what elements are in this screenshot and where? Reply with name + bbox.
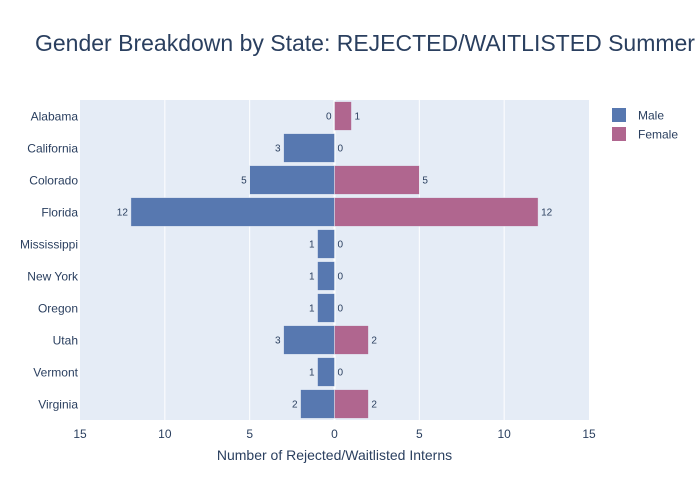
data-label: 1: [354, 112, 360, 123]
y-tick-label: New York: [27, 270, 79, 284]
x-tick-label: 5: [416, 427, 423, 441]
x-axis-title: Number of Rejected/Waitlisted Interns: [217, 447, 452, 463]
data-label: 12: [541, 208, 553, 219]
data-label: 0: [338, 368, 344, 379]
data-label: 12: [117, 208, 129, 219]
bar-male-colorado[interactable]: [249, 165, 335, 195]
bar-female-florida[interactable]: [334, 197, 539, 227]
y-tick-label: Vermont: [33, 366, 78, 380]
data-label: 3: [275, 144, 281, 155]
data-label: 2: [371, 400, 377, 411]
chart-title: Gender Breakdown by State: REJECTED/WAIT…: [35, 30, 700, 56]
bar-female-alabama[interactable]: [334, 101, 352, 131]
data-label: 0: [326, 112, 332, 123]
data-label: 0: [338, 240, 344, 251]
x-axis: 15 10 5 0 5 10 15: [73, 427, 596, 441]
data-label: 0: [338, 304, 344, 315]
bar-male-mississippi[interactable]: [317, 229, 335, 259]
x-tick-label: 10: [497, 427, 511, 441]
y-tick-label: Florida: [41, 206, 78, 220]
bar-male-oregon[interactable]: [317, 293, 335, 323]
legend-swatch-male: [612, 108, 626, 122]
data-label: 2: [371, 336, 377, 347]
y-tick-label: Mississippi: [20, 238, 78, 252]
bar-male-florida[interactable]: [130, 197, 335, 227]
bar-female-utah[interactable]: [334, 325, 369, 355]
bar-male-virginia[interactable]: [300, 389, 335, 419]
data-label: 0: [338, 272, 344, 283]
bar-female-virginia[interactable]: [334, 389, 369, 419]
data-label: 1: [309, 240, 315, 251]
x-tick-label: 0: [331, 427, 338, 441]
x-tick-label: 10: [158, 427, 172, 441]
bars-group: [130, 101, 539, 419]
bar-female-colorado[interactable]: [334, 165, 420, 195]
legend-item-male[interactable]: Male: [612, 108, 664, 123]
bar-male-california[interactable]: [283, 133, 335, 163]
legend-label-male: Male: [638, 109, 664, 123]
x-tick-label: 15: [73, 427, 87, 441]
legend-item-female[interactable]: Female: [612, 127, 678, 142]
y-tick-label: Oregon: [38, 302, 78, 316]
data-label: 3: [275, 336, 281, 347]
data-label: 1: [309, 304, 315, 315]
y-tick-label: Colorado: [29, 174, 78, 188]
legend-swatch-female: [612, 127, 626, 141]
y-tick-label: Alabama: [31, 110, 79, 124]
x-tick-label: 5: [246, 427, 253, 441]
x-tick-label: 15: [582, 427, 596, 441]
y-tick-label: California: [27, 142, 78, 156]
bar-male-utah[interactable]: [283, 325, 335, 355]
legend: Male Female: [612, 108, 678, 142]
data-label: 0: [338, 144, 344, 155]
data-label: 5: [422, 176, 428, 187]
data-label: 5: [241, 176, 247, 187]
data-label: 2: [292, 400, 298, 411]
bar-male-new-york[interactable]: [317, 261, 335, 291]
data-label: 1: [309, 272, 315, 283]
y-tick-label: Virginia: [38, 398, 78, 412]
legend-label-female: Female: [638, 128, 678, 142]
y-tick-label: Utah: [53, 334, 78, 348]
bar-male-vermont[interactable]: [317, 357, 335, 387]
data-label: 1: [309, 368, 315, 379]
y-axis: Alabama California Colorado Florida Mississi…: [20, 110, 79, 412]
